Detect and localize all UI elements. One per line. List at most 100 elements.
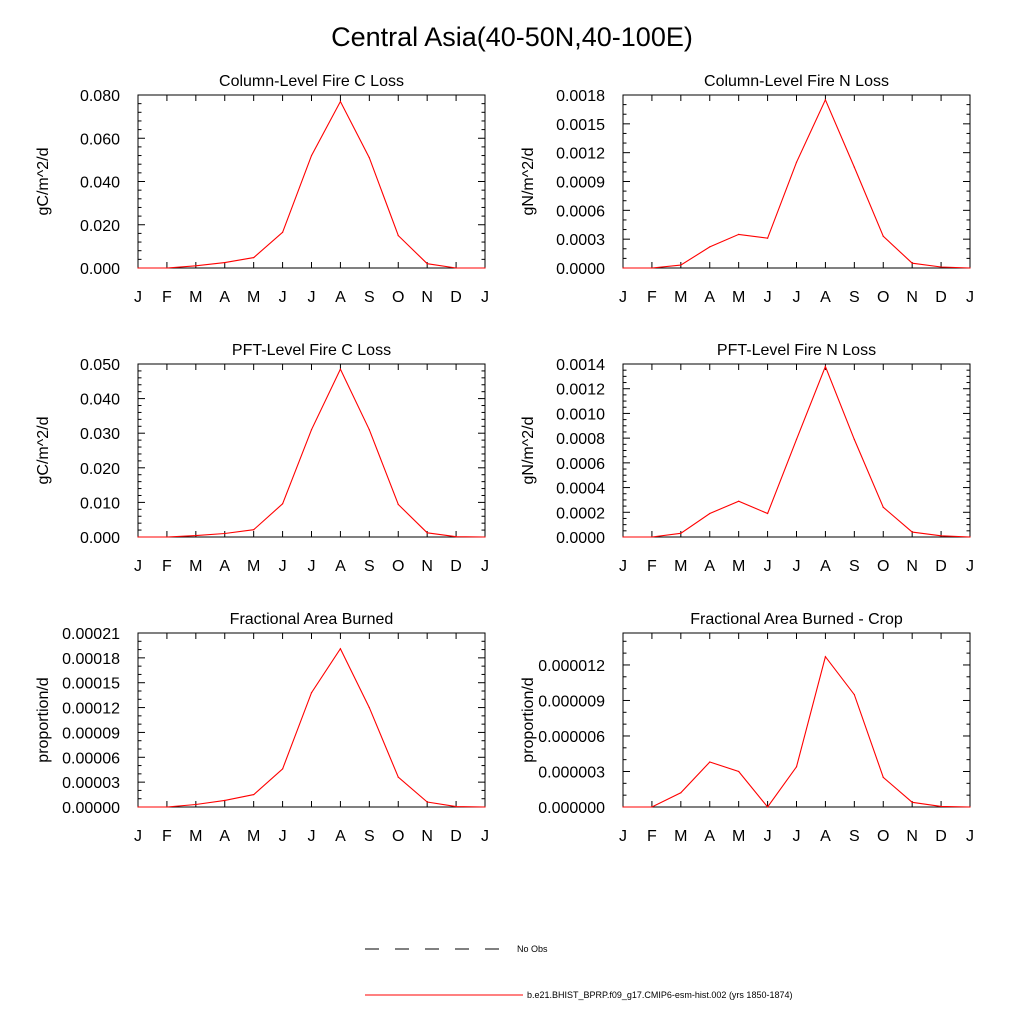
x-tick-label: J (764, 828, 772, 845)
data-point (709, 761, 711, 763)
y-tick-label: 0.0008 (556, 431, 605, 448)
y-tick-label: 0.00015 (62, 676, 120, 693)
x-tick-label: J (793, 289, 801, 306)
x-tick-label: A (704, 828, 715, 845)
plot-frame (622, 363, 971, 538)
data-point (911, 801, 913, 803)
y-tick-label: 0.000 (80, 530, 120, 547)
data-point (397, 234, 399, 237)
y-tick-label: 0.0003 (556, 232, 605, 249)
x-tick-label: S (849, 558, 860, 575)
chart-title: Column-Level Fire C Loss (219, 73, 404, 90)
data-point (766, 806, 769, 808)
x-tick-label: F (162, 828, 172, 845)
x-tick-label: A (820, 828, 831, 845)
x-tick-label: M (732, 828, 745, 845)
x-tick-label: J (619, 289, 627, 306)
y-tick-label: 0.000000 (538, 800, 605, 817)
series-line (623, 98, 971, 269)
x-tick-label: M (247, 828, 260, 845)
y-tick-label: 0.00012 (62, 701, 120, 718)
legend: No Obs b.e21.BHIST_BPRP.f09_g17.CMIP6-esm… (365, 944, 792, 1000)
chart-panel-5: J F M A M J J A S O N D J0.000000.000030.000060.0000… (35, 611, 489, 845)
y-tick-label: 0.0006 (556, 456, 605, 473)
data-point (709, 512, 711, 515)
x-tick-label: A (704, 289, 715, 306)
data-point (940, 266, 942, 268)
y-axis-label: gC/m^2/d (35, 148, 52, 216)
y-tick-label: 0.000009 (538, 693, 605, 710)
x-tick-label: F (647, 289, 657, 306)
chart-title: PFT-Level Fire C Loss (232, 342, 391, 359)
x-tick-label: N (906, 828, 918, 845)
chart-title: Fractional Area Burned - Crop (690, 611, 903, 628)
series-line (623, 365, 971, 538)
y-tick-label: 0.00006 (62, 750, 120, 767)
x-tick-label: D (935, 828, 947, 845)
y-tick-label: 0.000003 (538, 764, 605, 781)
series-line (623, 655, 971, 808)
x-tick-label: D (450, 828, 462, 845)
y-tick-label: 0.030 (80, 426, 120, 443)
x-tick-label: D (450, 289, 462, 306)
plot-frame (137, 363, 486, 538)
data-point (940, 535, 942, 537)
x-tick-label: J (308, 289, 316, 306)
y-axis-label: proportion/d (35, 677, 52, 762)
y-tick-label: 0.010 (80, 495, 120, 512)
data-point (310, 692, 313, 694)
data-point (426, 801, 428, 803)
x-tick-label: J (793, 558, 801, 575)
data-point (195, 265, 197, 267)
data-point (339, 648, 342, 650)
y-tick-label: 0.0010 (556, 406, 605, 423)
data-point (824, 656, 827, 658)
data-point (940, 805, 942, 808)
data-point (253, 793, 255, 796)
x-tick-label: S (364, 289, 375, 306)
data-point (281, 503, 284, 505)
data-point (484, 806, 486, 808)
x-tick-label: O (392, 558, 404, 575)
x-tick-label: J (764, 289, 772, 306)
y-tick-label: 0.040 (80, 392, 120, 409)
plot-frame (137, 94, 486, 269)
chart-panel-1: J F M A M J J A S O N D J0.0000.0200.0400.0600.080Co… (35, 73, 489, 306)
x-tick-label: J (966, 558, 974, 575)
x-tick-label: J (764, 558, 772, 575)
x-tick-label: J (308, 828, 316, 845)
x-tick-label: A (335, 558, 346, 575)
data-point (795, 161, 798, 163)
data-point (368, 157, 370, 159)
x-tick-label: D (935, 289, 947, 306)
y-tick-label: 0.00009 (62, 725, 120, 742)
y-tick-label: 0.080 (80, 88, 120, 105)
chart-title: Column-Level Fire N Loss (704, 73, 889, 90)
x-tick-label: A (704, 558, 715, 575)
data-point (738, 770, 740, 773)
x-tick-label: O (877, 828, 889, 845)
x-tick-label: N (421, 558, 433, 575)
data-point (195, 803, 197, 806)
chart-panel-3: J F M A M J J A S O N D J0.0000.0100.0200.0300.0400.… (35, 342, 489, 575)
data-point (310, 154, 313, 157)
x-tick-label: M (247, 289, 260, 306)
y-axis-label: gN/m^2/d (520, 417, 537, 485)
x-tick-label: O (877, 289, 889, 306)
data-point (224, 799, 226, 801)
data-point (882, 506, 884, 508)
x-tick-label: D (450, 558, 462, 575)
data-point (766, 512, 769, 515)
x-tick-label: D (935, 558, 947, 575)
x-tick-label: A (820, 289, 831, 306)
data-point (738, 233, 740, 235)
x-tick-label: J (279, 289, 287, 306)
data-point (224, 532, 226, 535)
data-point (137, 806, 139, 808)
x-tick-label: F (647, 558, 657, 575)
data-point (824, 99, 827, 101)
data-point (882, 776, 884, 779)
y-tick-label: 0.060 (80, 131, 120, 148)
data-point (709, 246, 711, 248)
x-tick-label: A (219, 828, 230, 845)
